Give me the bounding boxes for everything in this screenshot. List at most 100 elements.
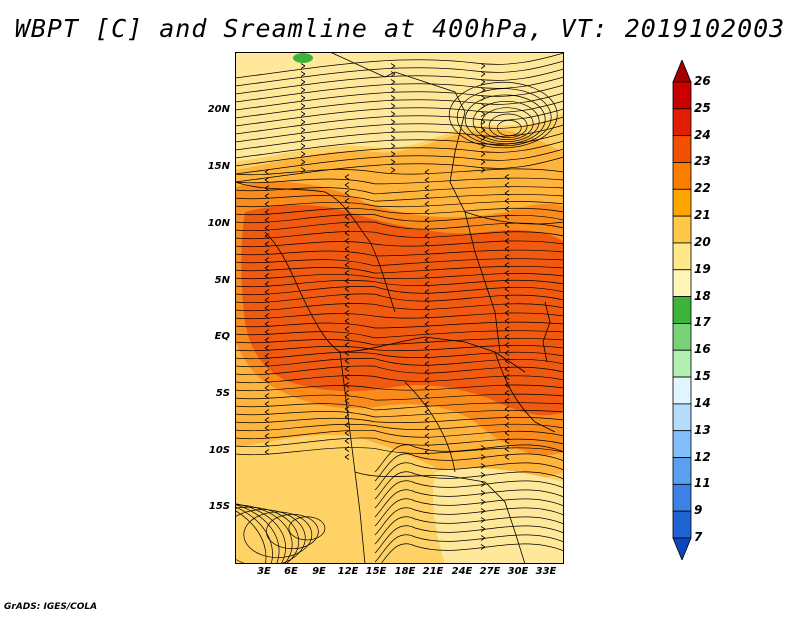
streamline-arrow <box>504 398 510 404</box>
streamline <box>235 240 564 248</box>
streamline-arrow <box>504 438 510 444</box>
colorbar-swatch <box>672 296 692 324</box>
streamline-arrow <box>424 273 430 279</box>
streamline <box>235 266 564 274</box>
streamline-south-vortex <box>243 511 313 558</box>
streamline <box>235 393 564 401</box>
colorbar-label: 9 <box>694 503 703 518</box>
streamline <box>235 201 564 208</box>
streamline-arrow <box>480 111 486 117</box>
streamline <box>235 338 564 346</box>
streamline-arrow <box>480 481 486 487</box>
streamline-arrow <box>264 385 270 391</box>
colorbar-min-arrow <box>672 537 692 560</box>
streamline-arrow <box>344 222 350 228</box>
streamline-arrow <box>424 257 430 263</box>
streamline-arrow <box>424 241 430 247</box>
streamlines <box>235 52 564 564</box>
colorbar-label: 23 <box>694 154 711 169</box>
chart-title: WBPT [C] and Sreamline at 400hPa, VT: 20… <box>14 14 786 43</box>
streamline <box>374 498 564 527</box>
streamline-arrow <box>424 209 430 215</box>
colorbar-label: 11 <box>694 476 711 491</box>
lat-label-5N: 5N <box>214 275 230 286</box>
streamline <box>235 132 564 159</box>
streamline-arrow <box>424 289 430 295</box>
streamline <box>235 312 564 320</box>
streamline-arrow <box>300 135 306 141</box>
streamline <box>235 286 564 296</box>
streamline-arrow <box>424 249 430 255</box>
streamline <box>374 453 564 482</box>
streamline-arrow <box>424 329 430 335</box>
lon-label-30E: 30E <box>507 566 529 577</box>
streamline-arrow <box>264 321 270 327</box>
streamline-arrow <box>344 262 350 268</box>
colorbar-label: 20 <box>694 234 711 249</box>
streamline-arrow <box>480 535 486 541</box>
streamline <box>235 100 564 127</box>
streamline-arrow <box>344 294 350 300</box>
streamline <box>235 124 564 151</box>
streamline-arrow <box>480 63 486 69</box>
streamline-arrow <box>424 305 430 311</box>
streamline-arrow <box>344 190 350 196</box>
streamline <box>374 444 564 473</box>
streamline-south-vortex <box>235 509 306 564</box>
wbpt-region-pale-south <box>433 467 564 564</box>
lat-label-15N: 15N <box>207 161 230 172</box>
streamline-arrow <box>264 193 270 199</box>
streamline <box>235 231 564 240</box>
streamline-arrow <box>480 544 486 550</box>
streamline-arrow <box>300 79 306 85</box>
streamline <box>235 273 564 280</box>
streamline-arrow <box>480 463 486 469</box>
streamline <box>235 293 564 304</box>
streamline-arrow <box>480 508 486 514</box>
streamline-arrow <box>300 71 306 77</box>
streamline-arrow <box>424 281 430 287</box>
streamline-arrow <box>424 393 430 399</box>
streamline <box>235 410 564 418</box>
lon-label-33E: 33E <box>535 566 557 577</box>
streamline-arrow <box>264 337 270 343</box>
streamline-arrow <box>424 369 430 375</box>
colorbar-swatch <box>672 457 692 485</box>
streamline-arrow <box>424 353 430 359</box>
streamline-arrow <box>264 209 270 215</box>
streamline-arrow <box>264 393 270 399</box>
streamline-arrow <box>424 433 430 439</box>
streamline <box>235 258 564 267</box>
streamline-arrow <box>344 246 350 252</box>
streamline <box>235 375 564 384</box>
streamline-arrow <box>264 425 270 431</box>
streamline <box>374 489 564 518</box>
streamline-arrow <box>344 366 350 372</box>
streamline-arrow <box>424 233 430 239</box>
streamline <box>235 221 564 232</box>
streamline <box>374 534 564 563</box>
lat-label-10N: 10N <box>207 218 230 229</box>
colorbar-swatch <box>672 323 692 351</box>
colorbar-swatch <box>672 135 692 163</box>
colorbar-swatch <box>672 81 692 110</box>
streamline <box>235 194 564 202</box>
lon-label-9E: 9E <box>312 566 326 577</box>
streamline-arrow <box>424 441 430 447</box>
streamline <box>235 365 564 376</box>
colorbar-swatch <box>672 269 692 297</box>
colorbar-swatch <box>672 483 692 512</box>
streamline-arrow <box>300 63 306 69</box>
streamline <box>235 108 564 135</box>
streamline-arrow <box>344 398 350 404</box>
lon-label-15E: 15E <box>365 566 387 577</box>
streamline <box>235 279 564 288</box>
streamline <box>235 417 564 424</box>
streamline <box>235 330 564 339</box>
colorbar-label: 26 <box>694 74 711 88</box>
lat-label-10S: 10S <box>208 445 230 456</box>
streamline-arrow <box>300 151 306 157</box>
streamline-arrow <box>480 517 486 523</box>
streamline-arrow <box>264 265 270 271</box>
colorbar-max-arrow <box>672 60 692 83</box>
